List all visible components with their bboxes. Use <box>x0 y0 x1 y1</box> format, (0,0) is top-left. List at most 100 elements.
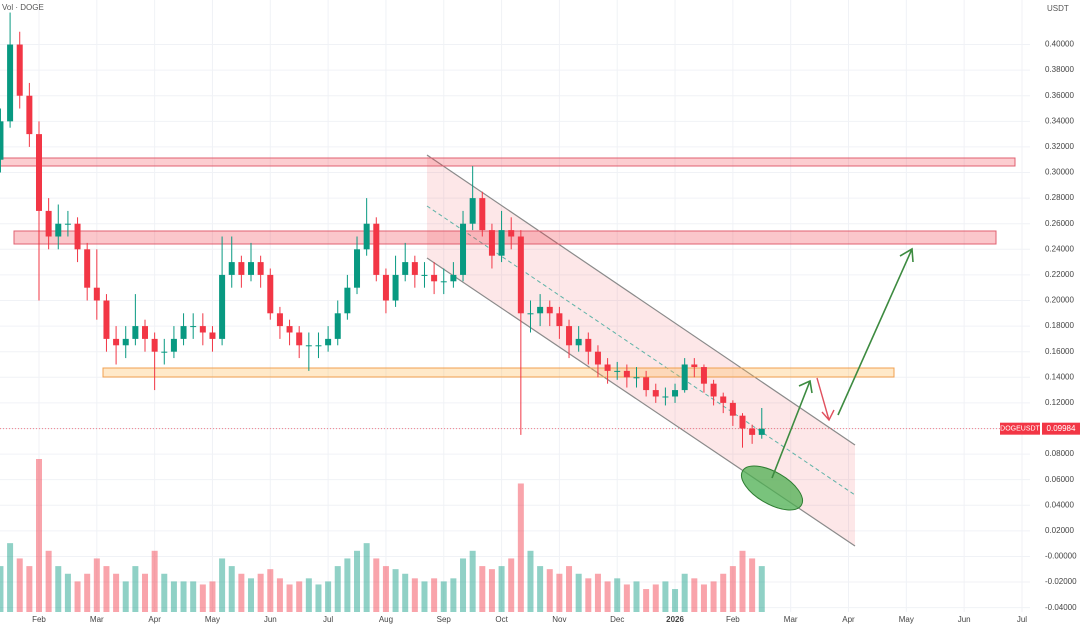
candle-body <box>402 262 409 275</box>
candle-body <box>652 390 659 397</box>
volume-bar <box>113 573 120 612</box>
volume-bar <box>749 558 756 612</box>
volume-bar <box>623 584 630 612</box>
volume-bar <box>170 581 177 612</box>
candle-body <box>469 198 476 224</box>
candle-body <box>219 274 226 339</box>
candle-body <box>739 415 746 429</box>
volume-bar <box>604 581 611 612</box>
volume-bar <box>672 589 679 612</box>
volume-bar <box>469 550 476 612</box>
volume-bar <box>354 550 361 612</box>
volume-bar <box>7 543 14 612</box>
volume-layer <box>0 459 765 612</box>
x-tick-label: Mar <box>90 615 104 624</box>
y-tick-label: -0.00000 <box>1045 552 1077 561</box>
candle-body <box>170 338 177 352</box>
volume-bar <box>16 558 23 612</box>
candle-body <box>248 262 255 275</box>
candle-body <box>35 134 42 211</box>
candle-body <box>103 300 110 339</box>
volume-bar <box>64 573 71 612</box>
candle-body <box>228 262 235 275</box>
volume-bar <box>248 578 255 612</box>
volume-bar <box>363 543 370 612</box>
resistance-zone <box>13 230 997 245</box>
candle-body <box>190 326 197 328</box>
candle-body <box>585 338 592 352</box>
volume-bar <box>0 566 4 612</box>
x-tick-label: Jun <box>958 615 971 624</box>
y-tick-label: 0.30000 <box>1045 168 1074 177</box>
candle-body <box>546 306 553 314</box>
candle-body <box>113 338 120 346</box>
candle-body <box>604 364 611 371</box>
candle-body <box>633 377 640 379</box>
down-arrow <box>816 377 835 422</box>
candle-body <box>720 396 727 403</box>
volume-bar <box>315 584 322 612</box>
volume-bar <box>691 578 698 612</box>
currency-label: USDT <box>1047 4 1069 13</box>
candle-body <box>26 95 33 135</box>
volume-bar <box>74 581 81 612</box>
volume-bar <box>488 569 495 612</box>
y-tick-label: 0.40000 <box>1045 40 1074 49</box>
y-tick-label: 0.22000 <box>1045 270 1074 279</box>
candle-body <box>142 326 149 339</box>
y-tick-label: 0.24000 <box>1045 244 1074 253</box>
x-tick-label: Feb <box>32 615 46 624</box>
candle-body <box>662 396 669 398</box>
candle-body <box>64 223 71 225</box>
volume-bar <box>633 581 640 612</box>
y-tick-label: 0.02000 <box>1045 526 1074 535</box>
y-tick-label: 0.18000 <box>1045 321 1074 330</box>
volume-bar <box>479 566 486 612</box>
target-ellipse <box>740 465 804 511</box>
candle-body <box>363 223 370 250</box>
volume-bar <box>758 566 765 612</box>
x-tick-label: Sep <box>437 615 452 624</box>
volume-bar <box>84 573 91 612</box>
x-tick-label: Jul <box>1017 615 1027 624</box>
candle-body <box>460 223 467 275</box>
candle-body <box>672 390 679 397</box>
candle-body <box>566 326 573 346</box>
candle-body <box>758 428 765 435</box>
candle-body <box>132 326 139 339</box>
x-tick-label: May <box>899 615 914 624</box>
candle-body <box>479 198 486 231</box>
candle-body <box>325 338 332 346</box>
candle-body <box>257 262 264 275</box>
y-tick-label: 0.12000 <box>1045 398 1074 407</box>
volume-bar <box>325 581 332 612</box>
volume-bar <box>700 584 707 612</box>
volume-bar <box>334 566 341 612</box>
price-axis: 0.40000 0.38000 0.36000 0.34000 0.32000 0.300… <box>32 40 1080 624</box>
volume-bar <box>556 573 563 612</box>
candle-body <box>450 274 457 282</box>
candle-body <box>556 313 563 327</box>
y-tick-label: -0.04000 <box>1045 603 1077 612</box>
volume-bar <box>344 558 351 612</box>
volume-bar <box>527 550 534 612</box>
volume-bar <box>537 566 544 612</box>
annotations <box>740 247 914 511</box>
candle-body <box>276 313 283 327</box>
x-tick-label: Jun <box>264 615 277 624</box>
y-tick-label: 0.34000 <box>1045 116 1074 125</box>
volume-bar <box>662 581 669 612</box>
support-zone <box>102 367 895 378</box>
x-tick-label: 2026 <box>666 615 684 624</box>
candle-body <box>729 402 736 416</box>
channel-upper <box>426 154 856 446</box>
candle-body <box>749 428 756 435</box>
volume-bar <box>440 581 447 612</box>
price-tag <box>1042 422 1080 435</box>
candle-body <box>508 230 515 237</box>
volume-bar <box>296 581 303 612</box>
symbol-tag <box>1000 422 1040 435</box>
x-tick-label: Nov <box>552 615 566 624</box>
candle-body <box>614 370 621 372</box>
candle-body <box>84 249 91 288</box>
